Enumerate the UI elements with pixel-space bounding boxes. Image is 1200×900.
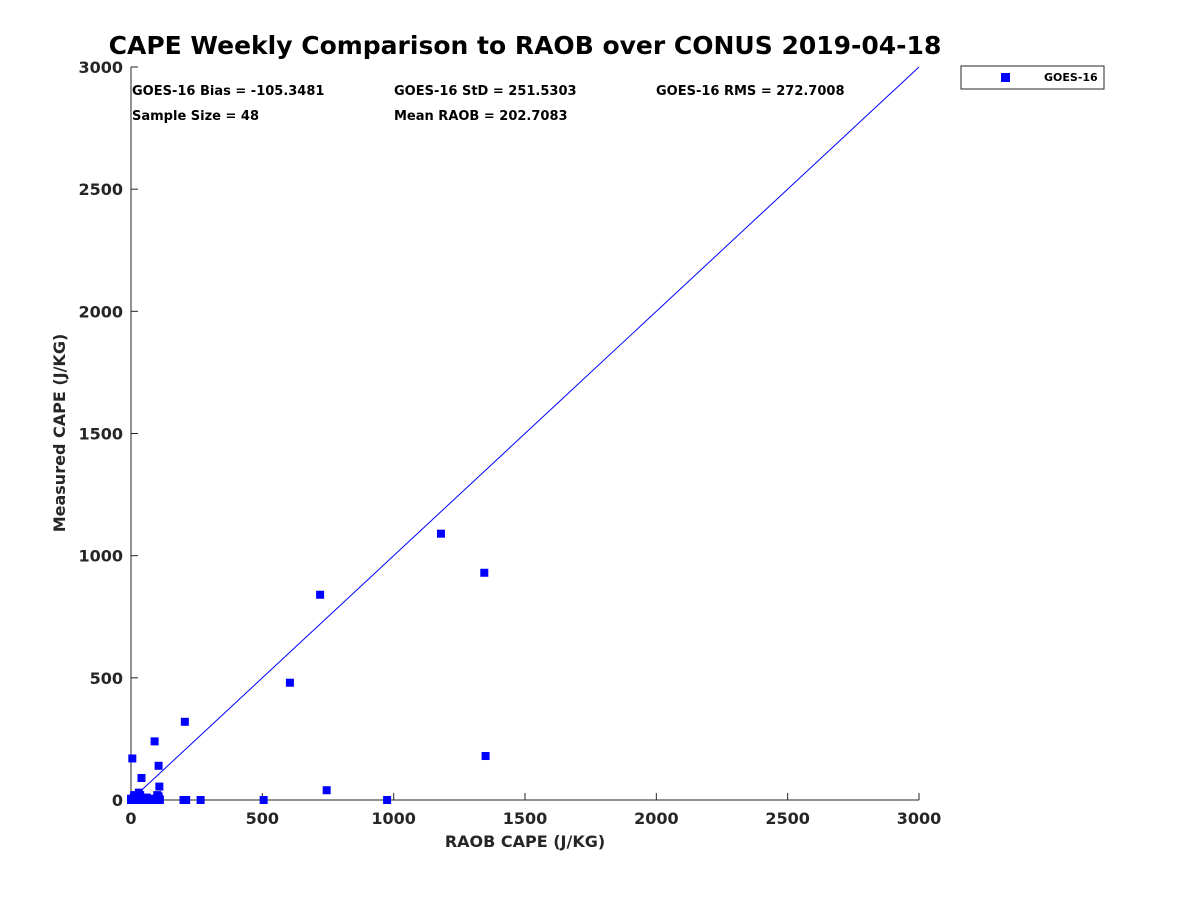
x-tick-label: 1500 [503, 809, 548, 828]
y-ticks: 0 500 1000 1500 2000 2500 3000 [78, 58, 138, 810]
y-tick-label: 0 [112, 791, 123, 810]
x-tick-label: 1000 [371, 809, 416, 828]
legend: GOES-16 [960, 65, 1105, 90]
x-tick-label: 2000 [634, 809, 679, 828]
data-point [142, 796, 151, 804]
data-point [128, 754, 137, 763]
y-tick-label: 2000 [78, 302, 123, 321]
one-to-one-line [130, 66, 920, 801]
bias-annotation: GOES-16 Bias = -105.3481 [132, 84, 324, 99]
rms-annotation: GOES-16 RMS = 272.7008 [656, 84, 845, 99]
legend-box [960, 65, 1105, 90]
data-point [132, 796, 141, 804]
data-point [196, 796, 205, 804]
data-point [481, 752, 490, 761]
data-point [322, 786, 331, 795]
legend-marker-square [1001, 73, 1010, 82]
data-point [180, 717, 189, 726]
data-point [150, 737, 159, 746]
legend-label-goes16: GOES-16 [1044, 71, 1098, 84]
data-point [155, 782, 164, 791]
data-point [480, 568, 489, 577]
y-tick-label: 500 [90, 669, 123, 688]
x-axis-label: RAOB CAPE (J/KG) [445, 832, 605, 851]
y-tick-label: 1000 [78, 547, 123, 566]
data-point [154, 761, 163, 770]
mean-raob-annotation: Mean RAOB = 202.7083 [394, 109, 568, 124]
data-point [383, 796, 392, 804]
data-point [285, 678, 294, 687]
data-point [316, 590, 325, 599]
data-point [137, 774, 146, 783]
data-point [182, 796, 191, 804]
x-tick-label: 0 [125, 809, 136, 828]
stats-annotations: GOES-16 Bias = -105.3481 GOES-16 StD = 2… [132, 84, 845, 124]
data-point [127, 794, 135, 803]
x-tick-label: 500 [246, 809, 279, 828]
data-point [436, 529, 445, 538]
x-tick-label: 3000 [897, 809, 942, 828]
y-axis-label: Measured CAPE (J/KG) [50, 334, 69, 533]
sample-size-annotation: Sample Size = 48 [132, 109, 259, 124]
data-point [259, 796, 268, 804]
std-annotation: GOES-16 StD = 251.5303 [394, 84, 577, 99]
y-tick-label: 1500 [78, 425, 123, 444]
goes16-points [127, 529, 490, 804]
y-tick-label: 3000 [78, 58, 123, 77]
data-point [155, 796, 164, 804]
chart-title: CAPE Weekly Comparison to RAOB over CONU… [109, 31, 942, 60]
y-tick-label: 2500 [78, 180, 123, 199]
x-tick-label: 2500 [765, 809, 810, 828]
x-ticks: 0 500 1000 1500 2000 2500 3000 [125, 793, 941, 828]
